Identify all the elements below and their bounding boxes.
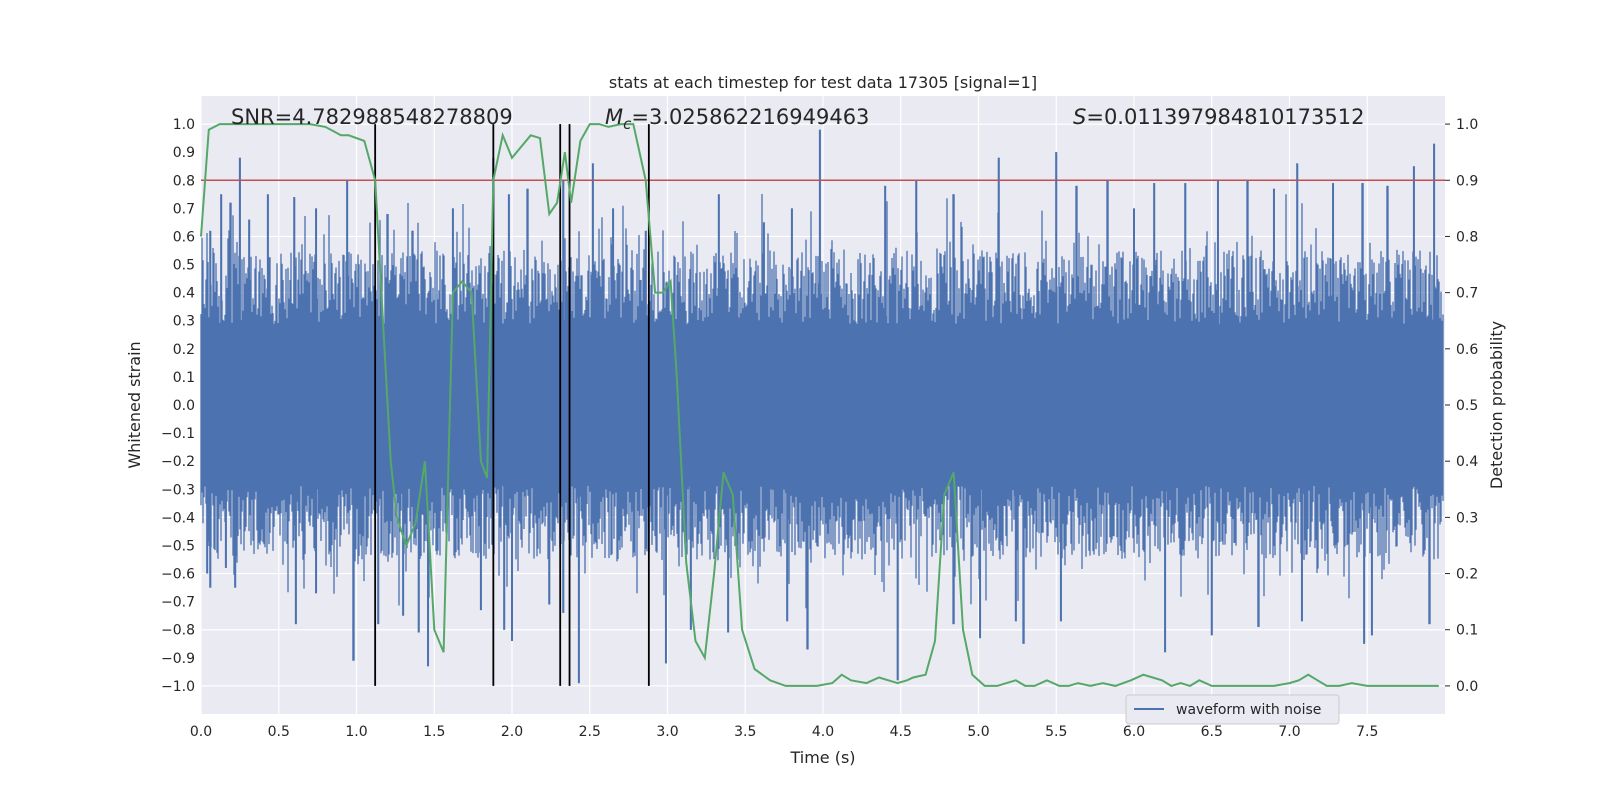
detection-probability-line (200, 123, 1439, 687)
chirp-mass-symbol: M (605, 105, 623, 129)
y-tick-label: 0.1 (173, 370, 195, 386)
y-tick-label: 0.8 (173, 173, 195, 189)
y-right-tick-label: 0.8 (1456, 229, 1478, 245)
x-tick-label: 3.0 (656, 724, 678, 740)
x-tick-label: 3.5 (734, 724, 756, 740)
x-tick-label: 5.0 (967, 724, 989, 740)
y-axis-ticks: 1.0 0.9 0.8 0.7 0.6 0.5 0.4 0.3 0.2 0.1 0.0 −0.1 −0.… (161, 117, 195, 695)
y-right-tick-label: 0.5 (1456, 398, 1478, 414)
waveform-series (200, 129, 1444, 684)
x-tick-label: 6.0 (1123, 724, 1145, 740)
y-right-tick-label: 0.1 (1456, 623, 1478, 639)
x-tick-label: 7.0 (1278, 724, 1300, 740)
x-axis-ticks: 0.0 0.5 1.0 1.5 2.0 2.5 3.0 3.5 4.0 4.5 5.0 5.5 6.0 6… (190, 724, 1379, 740)
y-tick-label: −0.6 (161, 567, 195, 583)
x-tick-label: 1.0 (345, 724, 367, 740)
x-tick-label: 2.0 (501, 724, 523, 740)
y-tick-label: 0.9 (173, 145, 195, 161)
s-value: =0.011397984810173512 (1086, 105, 1364, 129)
y-right-tick-label: 1.0 (1456, 117, 1478, 133)
s-annotation: S=0.011397984810173512 (1073, 105, 1364, 129)
x-tick-label: 4.5 (890, 724, 912, 740)
y-tick-label: −0.8 (161, 623, 195, 639)
y-tick-label: 0.6 (173, 229, 195, 245)
y-tick-label: 1.0 (173, 117, 195, 133)
y-right-axis-label: Detection probability (1487, 321, 1506, 489)
chirp-mass-value: =3.025862216949463 (631, 105, 869, 129)
chirp-mass-annotation: Mc=3.025862216949463 (605, 105, 869, 133)
y-right-tick-label: 0.2 (1456, 567, 1478, 583)
s-symbol: S (1073, 105, 1086, 129)
y-right-axis-ticks: 1.0 0.9 0.8 0.7 0.6 0.5 0.4 0.3 0.2 0.1 0.0 (1445, 117, 1478, 695)
legend-box (1125, 694, 1340, 725)
x-tick-label: 0.0 (190, 724, 212, 740)
y-tick-label: 0.4 (173, 286, 195, 302)
y-tick-label: −0.9 (161, 651, 195, 667)
x-tick-label: 7.5 (1356, 724, 1378, 740)
x-tick-label: 5.5 (1045, 724, 1067, 740)
y-right-tick-label: 0.9 (1456, 173, 1478, 189)
chirp-mass-subscript: c (623, 115, 632, 133)
y-tick-label: 0.0 (173, 398, 195, 414)
y-axis-label: Whitened strain (125, 341, 144, 468)
y-right-tick-label: 0.4 (1456, 454, 1478, 470)
y-tick-label: 0.5 (173, 258, 195, 274)
x-tick-label: 4.0 (812, 724, 834, 740)
x-tick-label: 0.5 (268, 724, 290, 740)
y-tick-label: −0.3 (161, 482, 195, 498)
y-tick-label: −0.4 (161, 510, 195, 526)
y-right-tick-label: 0.7 (1456, 286, 1478, 302)
waveform-core (201, 334, 1444, 476)
y-tick-label: −0.1 (161, 426, 195, 442)
y-tick-label: −0.7 (161, 595, 195, 611)
y-tick-label: −0.2 (161, 454, 195, 470)
y-right-tick-label: 0.0 (1456, 679, 1478, 695)
x-tick-label: 2.5 (579, 724, 601, 740)
y-tick-label: 0.3 (173, 314, 195, 330)
y-tick-label: 0.2 (173, 342, 195, 358)
x-tick-label: 6.5 (1201, 724, 1223, 740)
chart-title: stats at each timestep for test data 173… (609, 73, 1037, 92)
legend: waveform with noise (1125, 694, 1340, 725)
detection-probability-series (200, 123, 1439, 687)
y-right-tick-label: 0.3 (1456, 510, 1478, 526)
y-tick-label: 0.7 (173, 201, 195, 217)
legend-label: waveform with noise (1176, 702, 1321, 718)
x-axis-label: Time (s) (789, 748, 855, 767)
y-tick-label: −1.0 (161, 679, 195, 695)
y-right-tick-label: 0.6 (1456, 342, 1478, 358)
x-tick-label: 1.5 (423, 724, 445, 740)
snr-annotation: SNR=4.782988548278809 (231, 105, 513, 129)
y-tick-label: −0.5 (161, 538, 195, 554)
